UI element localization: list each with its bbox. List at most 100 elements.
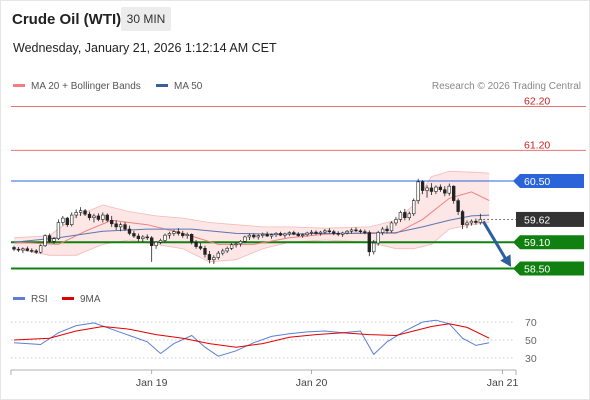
candle xyxy=(323,229,327,234)
candle xyxy=(154,241,158,249)
candle xyxy=(52,236,56,244)
candle-body xyxy=(287,232,292,235)
bollinger-lower-line xyxy=(13,222,490,263)
rsi-tick-30: 30 xyxy=(525,353,537,365)
candle-body xyxy=(380,228,385,233)
candle-body xyxy=(385,228,389,232)
candle xyxy=(274,232,278,237)
instrument-title: Crude Oil (WTI) xyxy=(12,11,122,28)
candle xyxy=(176,228,180,236)
candle-body xyxy=(216,252,220,258)
candle-body xyxy=(136,235,141,239)
legend-rsi-ma: 9MA xyxy=(62,294,101,305)
candle-body xyxy=(181,233,185,236)
rsi-tick-50: 50 xyxy=(525,335,537,347)
candle-body xyxy=(229,244,234,249)
candle-body xyxy=(189,234,194,243)
candle xyxy=(225,246,229,254)
rsi-ma-swatch-icon xyxy=(62,296,74,300)
x-tick-label: Jan 20 xyxy=(296,377,328,389)
candle-body xyxy=(301,234,305,236)
candle xyxy=(447,183,451,196)
candle-body xyxy=(416,181,420,201)
candle-body xyxy=(447,185,451,194)
candle-body xyxy=(269,234,274,237)
candle-body xyxy=(141,236,145,239)
candle-body xyxy=(465,222,469,225)
candle xyxy=(229,243,234,251)
candle-body xyxy=(305,232,309,236)
candle-body xyxy=(74,212,78,216)
candle xyxy=(216,250,220,260)
candle xyxy=(252,233,256,239)
candle-body xyxy=(123,224,127,230)
candle xyxy=(367,230,371,257)
candle-body xyxy=(407,213,411,218)
candle-body xyxy=(16,248,21,251)
candle xyxy=(425,185,429,198)
candle-body xyxy=(389,222,394,232)
support-label-5: 58.50 xyxy=(524,263,550,275)
rsi-ma-line xyxy=(13,323,490,348)
candle xyxy=(158,238,163,245)
copyright-text: Research © 2026 Trading Central xyxy=(431,81,581,92)
x-tick-label: Jan 21 xyxy=(487,377,519,389)
candle-body xyxy=(12,247,16,250)
candle-body xyxy=(256,235,260,238)
timeframe-button[interactable]: 30 MIN xyxy=(121,7,171,31)
candle-body xyxy=(323,230,327,233)
candle-body xyxy=(354,229,358,232)
candle-body xyxy=(292,232,296,235)
candle xyxy=(141,235,145,243)
candle xyxy=(261,232,265,238)
candle-body xyxy=(110,220,114,225)
candle-body xyxy=(92,215,96,218)
support-tag-5 xyxy=(513,261,584,276)
candle-body xyxy=(158,240,163,243)
candle-body xyxy=(296,234,300,236)
projection-arrow-head-icon xyxy=(500,254,512,267)
candle xyxy=(332,229,336,236)
candle-body xyxy=(376,232,380,244)
candle xyxy=(167,231,172,239)
candle xyxy=(145,234,149,240)
rsi-swatch-icon xyxy=(13,296,25,300)
candle-body xyxy=(367,232,371,253)
legend-rsi-label: RSI xyxy=(31,294,48,305)
candle xyxy=(87,211,92,221)
candle xyxy=(363,229,367,235)
candle xyxy=(416,178,420,204)
candle-body xyxy=(358,230,363,232)
candle xyxy=(278,231,283,237)
candle xyxy=(407,211,411,221)
candle xyxy=(372,240,376,255)
candle xyxy=(136,233,141,242)
candle-body xyxy=(207,254,212,260)
candle xyxy=(83,208,87,216)
candle-body xyxy=(336,233,340,235)
candle-body xyxy=(398,212,403,220)
ma20-swatch-icon xyxy=(13,83,25,87)
candle-body xyxy=(314,231,318,234)
candle xyxy=(238,240,243,247)
candle xyxy=(296,232,300,237)
candle-body xyxy=(198,246,203,249)
legend-ma50: MA 50 xyxy=(156,81,202,92)
candle xyxy=(163,233,167,243)
candle-body xyxy=(474,220,478,223)
candle xyxy=(292,230,296,236)
candle xyxy=(465,220,469,229)
candle-body xyxy=(47,235,52,242)
candle xyxy=(265,231,269,237)
legend-rsi: RSI xyxy=(13,294,48,305)
candle-body xyxy=(78,210,83,213)
candle-body xyxy=(212,257,216,260)
candle xyxy=(376,230,380,246)
candle-body xyxy=(412,200,416,215)
candle-body xyxy=(243,236,247,242)
candle-body xyxy=(372,242,376,253)
x-tick-label: Jan 19 xyxy=(136,377,168,389)
candle xyxy=(256,234,260,240)
rsi-tick-70: 70 xyxy=(525,317,537,329)
